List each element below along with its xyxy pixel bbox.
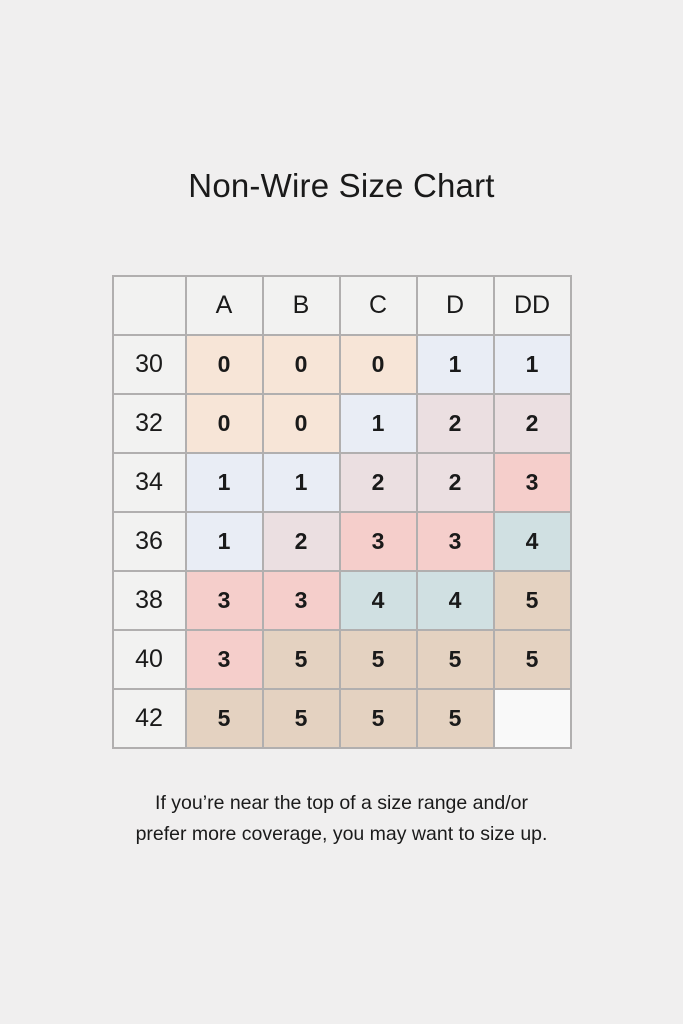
size-cell-36a: 1: [184, 511, 264, 572]
size-cell-32c: 1: [338, 393, 418, 454]
size-cell-34b: 1: [261, 452, 341, 513]
table-row-40: 40 3 5 5 5 5: [111, 629, 572, 690]
size-cell-36b: 2: [261, 511, 341, 572]
size-cell-38c: 4: [338, 570, 418, 631]
column-header-c: C: [338, 275, 418, 336]
row-header-36: 36: [111, 511, 187, 572]
row-header-30: 30: [111, 334, 187, 395]
table-row-42: 42 5 5 5 5: [111, 688, 572, 749]
size-cell-42a: 5: [184, 688, 264, 749]
corner-cell: [111, 275, 187, 336]
row-header-42: 42: [111, 688, 187, 749]
column-header-a: A: [184, 275, 264, 336]
size-cell-34c: 2: [338, 452, 418, 513]
size-cell-38b: 3: [261, 570, 341, 631]
size-cell-38dd: 5: [492, 570, 572, 631]
table-body: 30 0 0 0 1 1 32 0 0 1 2 2 34 1 1 2 2 3 36 1 2 3 3 4 38 3 3 4 4 5 40 3 5 5…: [111, 334, 572, 749]
page-title: Non-Wire Size Chart: [188, 167, 495, 204]
size-cell-36dd: 4: [492, 511, 572, 572]
size-cell-40b: 5: [261, 629, 341, 690]
column-header-b: B: [261, 275, 341, 336]
table-row-34: 34 1 1 2 2 3: [111, 452, 572, 513]
size-cell-30b: 0: [261, 334, 341, 395]
size-chart-page: Non-Wire Size Chart A B C D DD 30 0 0 0 1 1 32 0 0 1 2…: [111, 167, 572, 850]
row-header-38: 38: [111, 570, 187, 631]
size-cell-42c: 5: [338, 688, 418, 749]
size-cell-30dd: 1: [492, 334, 572, 395]
size-cell-40a: 3: [184, 629, 264, 690]
table-row-36: 36 1 2 3 3 4: [111, 511, 572, 572]
size-cell-32dd: 2: [492, 393, 572, 454]
table-row-32: 32 0 0 1 2 2: [111, 393, 572, 454]
row-header-34: 34: [111, 452, 187, 513]
size-cell-36c: 3: [338, 511, 418, 572]
table-row-38: 38 3 3 4 4 5: [111, 570, 572, 631]
size-cell-30d: 1: [415, 334, 495, 395]
header-row: A B C D DD: [111, 275, 572, 336]
size-cell-34dd: 3: [492, 452, 572, 513]
column-header-dd: DD: [492, 275, 572, 336]
row-header-40: 40: [111, 629, 187, 690]
size-cell-30a: 0: [184, 334, 264, 395]
size-cell-42b: 5: [261, 688, 341, 749]
size-cell-34a: 1: [184, 452, 264, 513]
size-cell-42d: 5: [415, 688, 495, 749]
size-note-line-1: If you’re near the top of a size range a…: [155, 792, 528, 814]
row-header-32: 32: [111, 393, 187, 454]
table-row-30: 30 0 0 0 1 1: [111, 334, 572, 395]
size-cell-38a: 3: [184, 570, 264, 631]
empty-cell: [492, 688, 572, 749]
size-cell-36d: 3: [415, 511, 495, 572]
size-cell-40dd: 5: [492, 629, 572, 690]
size-cell-40d: 5: [415, 629, 495, 690]
size-note-line-2: prefer more coverage, you may want to si…: [135, 823, 548, 845]
size-note: If you’re near the top of a size range a…: [136, 788, 548, 850]
column-header-d: D: [415, 275, 495, 336]
size-cell-30c: 0: [338, 334, 418, 395]
size-cell-40c: 5: [338, 629, 418, 690]
size-cell-32b: 0: [261, 393, 341, 454]
table-header: A B C D DD: [111, 275, 572, 336]
size-chart-table: A B C D DD 30 0 0 0 1 1 32 0 0 1 2 2 34 1 1 2 2 3 36 1 2 3 3 4 38 3 3 4…: [111, 275, 572, 749]
size-cell-38d: 4: [415, 570, 495, 631]
size-cell-32a: 0: [184, 393, 264, 454]
size-cell-34d: 2: [415, 452, 495, 513]
size-cell-32d: 2: [415, 393, 495, 454]
